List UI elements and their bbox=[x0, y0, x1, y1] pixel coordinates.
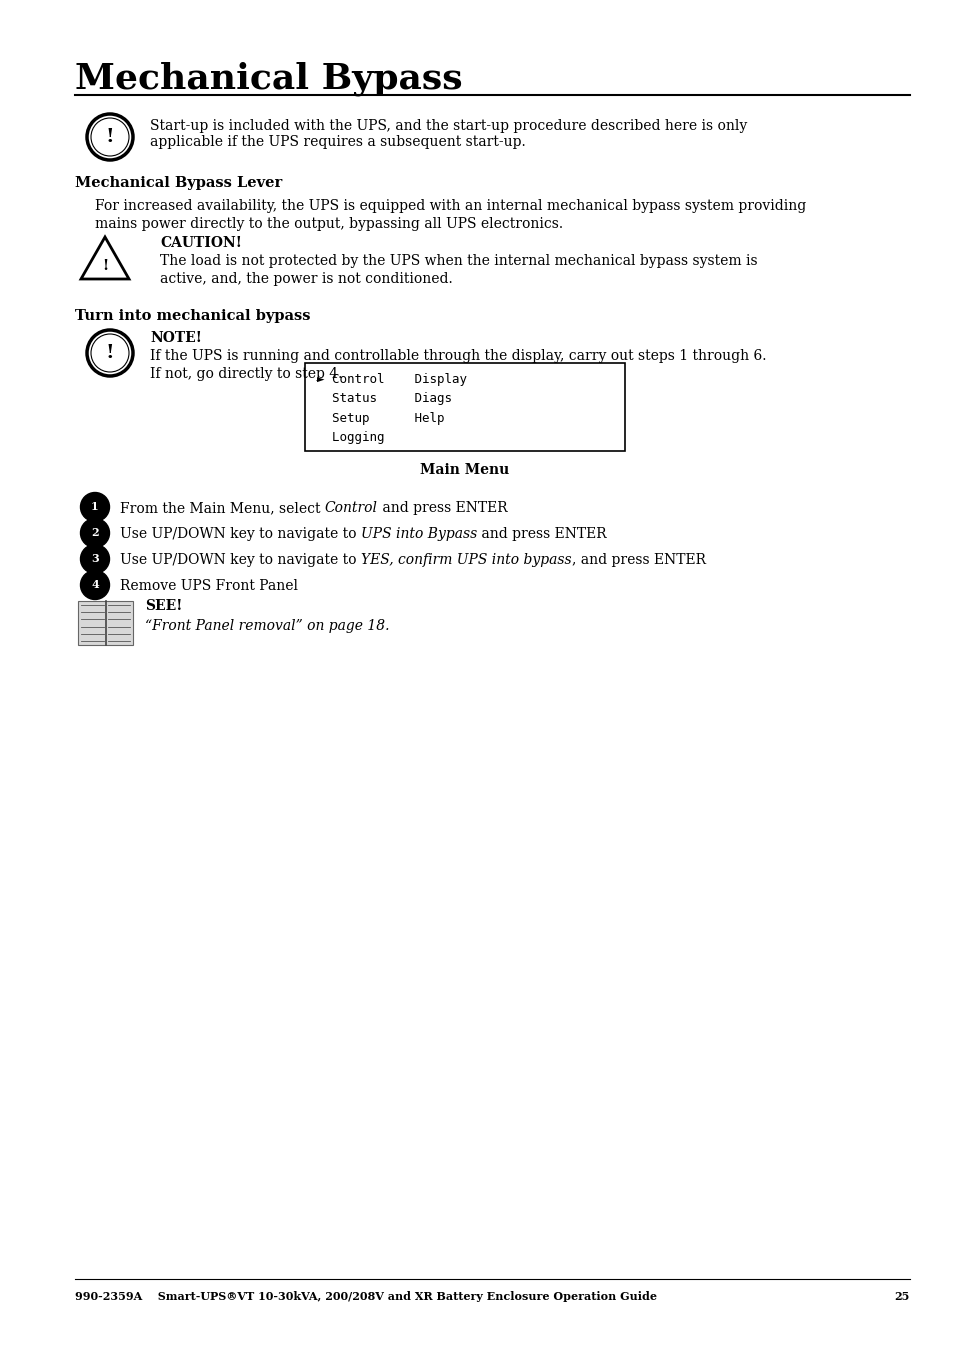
Text: SEE!: SEE! bbox=[145, 598, 182, 613]
Text: Logging: Logging bbox=[316, 431, 384, 444]
Text: !: ! bbox=[106, 345, 114, 362]
Text: Start-up is included with the UPS, and the start-up procedure described here is : Start-up is included with the UPS, and t… bbox=[150, 119, 746, 149]
Text: Status     Diags: Status Diags bbox=[316, 393, 452, 405]
Circle shape bbox=[80, 544, 110, 574]
Text: , and press ENTER: , and press ENTER bbox=[571, 553, 705, 567]
Text: !: ! bbox=[106, 128, 114, 146]
Text: 4: 4 bbox=[91, 580, 99, 590]
Text: UPS into Bypass: UPS into Bypass bbox=[360, 527, 476, 540]
Text: Remove UPS Front Panel: Remove UPS Front Panel bbox=[120, 580, 297, 593]
Text: 1: 1 bbox=[91, 501, 99, 512]
FancyBboxPatch shape bbox=[305, 363, 624, 451]
Text: YES, confirm UPS into bypass: YES, confirm UPS into bypass bbox=[360, 553, 571, 567]
Text: 25: 25 bbox=[894, 1292, 909, 1302]
Text: CAUTION!: CAUTION! bbox=[160, 236, 242, 250]
Text: 2: 2 bbox=[91, 527, 99, 539]
Text: The load is not protected by the UPS when the internal mechanical bypass system : The load is not protected by the UPS whe… bbox=[160, 254, 757, 286]
Circle shape bbox=[80, 493, 110, 521]
Text: Control: Control bbox=[325, 501, 377, 515]
FancyBboxPatch shape bbox=[78, 601, 132, 644]
Text: From the Main Menu, select: From the Main Menu, select bbox=[120, 501, 325, 515]
Text: Use UP/DOWN key to navigate to: Use UP/DOWN key to navigate to bbox=[120, 527, 360, 540]
Text: Mechanical Bypass Lever: Mechanical Bypass Lever bbox=[75, 176, 282, 190]
Text: Mechanical Bypass: Mechanical Bypass bbox=[75, 61, 462, 96]
Text: Use UP/DOWN key to navigate to: Use UP/DOWN key to navigate to bbox=[120, 553, 360, 567]
Text: and press ENTER: and press ENTER bbox=[377, 501, 507, 515]
Text: Main Menu: Main Menu bbox=[420, 463, 509, 477]
Text: 990-2359A    Smart-UPS®VT 10-30kVA, 200/208V and XR Battery Enclosure Operation : 990-2359A Smart-UPS®VT 10-30kVA, 200/208… bbox=[75, 1292, 657, 1302]
Text: ► Control    Display: ► Control Display bbox=[316, 373, 467, 386]
Text: For increased availability, the UPS is equipped with an internal mechanical bypa: For increased availability, the UPS is e… bbox=[95, 199, 805, 231]
Circle shape bbox=[80, 519, 110, 547]
Text: and press ENTER: and press ENTER bbox=[476, 527, 606, 540]
Text: Turn into mechanical bypass: Turn into mechanical bypass bbox=[75, 309, 310, 323]
Text: !: ! bbox=[102, 259, 108, 273]
Text: NOTE!: NOTE! bbox=[150, 331, 202, 345]
Text: If the UPS is running and controllable through the display, carry out steps 1 th: If the UPS is running and controllable t… bbox=[150, 349, 765, 381]
Text: “Front Panel removal” on page 18.: “Front Panel removal” on page 18. bbox=[145, 619, 389, 634]
Circle shape bbox=[80, 570, 110, 600]
Text: Setup      Help: Setup Help bbox=[316, 412, 444, 426]
Text: 3: 3 bbox=[91, 554, 99, 565]
